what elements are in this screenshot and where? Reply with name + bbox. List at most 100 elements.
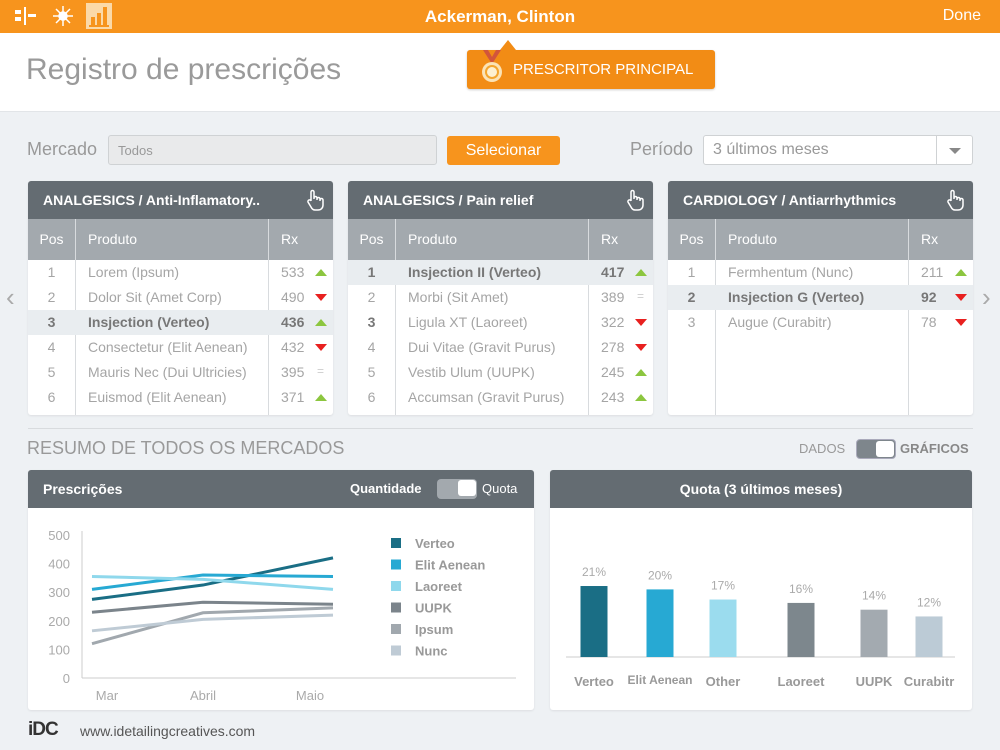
column-header[interactable]: Rx xyxy=(281,231,299,247)
position: 3 xyxy=(47,314,56,330)
period-select[interactable]: 3 últimos meses xyxy=(703,135,973,165)
table-row[interactable]: 5 Mauris Nec (Dui Ultricies) 395 = xyxy=(28,360,333,385)
position: 2 xyxy=(47,289,56,305)
company-logo: iDC xyxy=(28,719,59,740)
trend-up-icon xyxy=(635,394,647,401)
bar-value-label: 17% xyxy=(711,579,735,593)
column-header[interactable]: Pos xyxy=(679,231,704,247)
done-button[interactable]: Done xyxy=(942,7,981,24)
product-name: Lorem (Ipsum) xyxy=(88,264,180,280)
market-table: ANALGESICS / Anti-Inflamatory.. Pos Produt… xyxy=(28,181,333,415)
hand-pointer-icon[interactable] xyxy=(305,189,325,211)
rx-value: 432 xyxy=(281,339,305,355)
chart-title: Prescrições xyxy=(43,481,123,497)
quantity-quota-toggle[interactable] xyxy=(437,479,477,499)
table-row[interactable]: 3 Ligula XT (Laoreet) 322 xyxy=(348,310,653,335)
y-tick-label: 500 xyxy=(48,528,70,543)
series-line-verteo xyxy=(91,556,334,601)
rx-value: 245 xyxy=(601,364,625,380)
chevron-right-icon[interactable]: › xyxy=(982,282,991,312)
market-table: ANALGESICS / Pain relief Pos Produto Rx 1 Ins… xyxy=(348,181,653,415)
product-name: Accumsan (Gravit Purus) xyxy=(408,389,565,405)
product-name: Augue (Curabitr) xyxy=(728,314,832,330)
bar-category-label: Verteo xyxy=(574,674,614,689)
position: 1 xyxy=(687,264,696,280)
select-button[interactable]: Selecionar xyxy=(447,136,560,165)
table-row[interactable]: 3 Insjection (Verteo) 436 xyxy=(28,310,333,335)
trend-down-icon xyxy=(955,294,967,301)
column-header[interactable]: Produto xyxy=(408,231,458,247)
quota-chart-card: Quota (3 últimos meses) 21% Verteo 20% Elit… xyxy=(550,470,972,710)
table-row[interactable]: 1 Lorem (Ipsum) 533 xyxy=(28,260,333,285)
product-name: Euismod (Elit Aenean) xyxy=(88,389,227,405)
principal-prescriber-badge: PRESCRITOR PRINCIPAL xyxy=(467,40,715,89)
position: 6 xyxy=(47,389,56,405)
divider xyxy=(28,428,973,429)
position: 3 xyxy=(687,314,696,330)
bar-value-label: 16% xyxy=(789,582,813,596)
table-row[interactable]: 1 Insjection II (Verteo) 417 xyxy=(348,260,653,285)
y-tick-label: 200 xyxy=(48,614,70,629)
patient-name: Ackerman, Clinton xyxy=(424,7,576,26)
trend-down-icon xyxy=(315,294,327,301)
position: 6 xyxy=(367,389,376,405)
y-tick-label: 0 xyxy=(63,671,70,686)
column-header[interactable]: Pos xyxy=(359,231,384,247)
chevron-left-icon[interactable]: ‹ xyxy=(6,282,15,312)
footer-link[interactable]: www.idetailingcreatives.com xyxy=(80,723,256,739)
column-headers: Pos Produto Rx xyxy=(28,219,333,260)
legend-swatch xyxy=(391,538,401,548)
table-row[interactable]: 2 Insjection G (Verteo) 92 xyxy=(668,285,973,310)
table-row[interactable]: 5 Vestib Ulum (UUPK) 245 xyxy=(348,360,653,385)
hand-pointer-icon[interactable] xyxy=(945,189,965,211)
table-row[interactable]: 2 Dolor Sit (Amet Corp) 490 xyxy=(28,285,333,310)
bar-chart-icon[interactable] xyxy=(86,3,112,29)
trend-up-icon xyxy=(315,319,327,326)
data-charts-toggle[interactable] xyxy=(856,439,896,459)
table-row[interactable]: 6 Euismod (Elit Aenean) 371 xyxy=(28,385,333,410)
legend-label: Laoreet xyxy=(415,579,463,594)
table-row[interactable]: 1 Fermhentum (Nunc) 211 xyxy=(668,260,973,285)
table-row[interactable]: 6 Accumsan (Gravit Purus) 243 xyxy=(348,385,653,410)
rx-value: 395 xyxy=(281,364,305,380)
position: 2 xyxy=(367,289,376,305)
table-row[interactable]: 2 Morbi (Sit Amet) 389 = xyxy=(348,285,653,310)
toggle-label-charts: GRÁFICOS xyxy=(900,441,969,456)
trend-up-icon xyxy=(315,269,327,276)
bar-value-label: 12% xyxy=(917,595,941,609)
chevron-down-icon[interactable] xyxy=(936,136,972,164)
prescriptions-chart-card: Prescrições Quantidade Quota 0 100 200 300 4… xyxy=(28,470,534,710)
line-chart: 0 100 200 300 400 500 Mar Abril Maio Verteo Elit A… xyxy=(48,528,516,703)
legend-swatch xyxy=(391,581,401,591)
product-name: Insjection II (Verteo) xyxy=(408,264,542,280)
table-row[interactable]: 3 Augue (Curabitr) 78 xyxy=(668,310,973,335)
table-row[interactable]: 4 Dui Vitae (Gravit Purus) 278 xyxy=(348,335,653,360)
bar-category-label: Elit Aenean xyxy=(628,673,693,687)
bar-category-label: Laoreet xyxy=(778,674,826,689)
product-name: Morbi (Sit Amet) xyxy=(408,289,509,305)
table-title: CARDIOLOGY / Antiarrhythmics xyxy=(683,192,897,208)
column-header[interactable]: Produto xyxy=(88,231,138,247)
network-icon[interactable] xyxy=(50,3,76,29)
market-table: CARDIOLOGY / Antiarrhythmics Pos Produto Rx… xyxy=(668,181,973,415)
rx-value: 490 xyxy=(281,289,305,305)
rx-value: 322 xyxy=(601,314,625,330)
position: 3 xyxy=(367,314,376,330)
legend-swatch xyxy=(391,602,401,613)
org-chart-icon[interactable] xyxy=(13,3,39,29)
quota-label: Quota xyxy=(482,481,518,496)
column-header[interactable]: Pos xyxy=(39,231,64,247)
market-input[interactable]: Todos xyxy=(108,135,437,165)
period-value: 3 últimos meses xyxy=(713,141,829,158)
column-header[interactable]: Rx xyxy=(921,231,939,247)
position: 1 xyxy=(47,264,56,280)
rx-value: 533 xyxy=(281,264,305,280)
column-header[interactable]: Produto xyxy=(728,231,778,247)
trend-down-icon xyxy=(635,319,647,326)
column-header[interactable]: Rx xyxy=(601,231,619,247)
top-bar: Ackerman, Clinton Done xyxy=(0,0,1000,33)
rx-value: 417 xyxy=(601,264,625,280)
hand-pointer-icon[interactable] xyxy=(625,189,645,211)
table-row[interactable]: 4 Consectetur (Elit Aenean) 432 xyxy=(28,335,333,360)
rx-value: 389 xyxy=(601,289,625,305)
